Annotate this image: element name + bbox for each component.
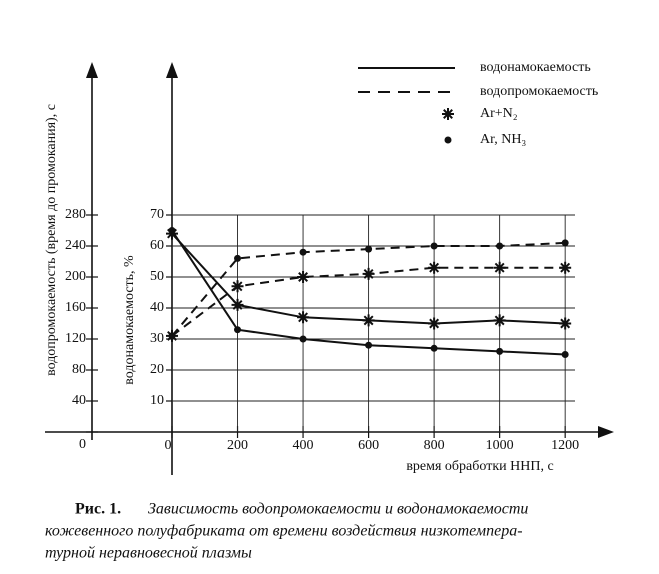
data-point: [231, 298, 244, 311]
data-point: [297, 311, 310, 324]
y-tick-label: 30: [150, 331, 164, 346]
data-point: [561, 351, 569, 358]
y-axis-arrow: [166, 62, 178, 78]
y2-tick-label: 80: [72, 362, 86, 377]
data-point: [493, 314, 506, 327]
x-tick-label: 1000: [486, 438, 514, 453]
data-point: [559, 261, 572, 274]
data-point: [234, 326, 242, 334]
y2-tick-label: 160: [65, 300, 86, 315]
legend-label: водопромокаемость: [480, 84, 598, 99]
data-point: [428, 317, 441, 330]
y-tick-label: 40: [150, 300, 164, 315]
data-point: [496, 242, 504, 250]
data-point: [231, 280, 244, 293]
caption-line: турной неравновесной плазмы: [45, 545, 252, 562]
data-point: [299, 248, 307, 256]
y-tick-label: 50: [150, 269, 164, 284]
data-point: [234, 254, 242, 262]
y-tick-label: 60: [150, 238, 164, 253]
legend-label: водонамокаемость: [480, 60, 591, 75]
y2-tick-label: 280: [65, 207, 86, 222]
x-tick-label: 1200: [551, 438, 579, 453]
caption: Рис. 1. Зависимость водопромокаемости и …: [45, 501, 528, 562]
data-point: [168, 227, 176, 234]
x-axis-label: время обработки ННП, с: [406, 459, 553, 474]
legend-marker: [444, 136, 452, 144]
y2-tick-label: 240: [65, 238, 86, 253]
y2-tick-label: 120: [65, 331, 86, 346]
legend-label: Ar, NH₃: [480, 132, 526, 147]
data-point: [493, 261, 506, 274]
data-point: [168, 332, 176, 340]
caption-line: кожевенного полуфабриката от времени воз…: [45, 523, 523, 540]
data-point: [428, 261, 441, 274]
y-tick-label: 10: [150, 393, 164, 408]
data-point: [559, 317, 572, 330]
x-tick-label: 200: [227, 438, 248, 453]
y-tick-label: 20: [150, 362, 164, 377]
data-point: [430, 242, 438, 250]
y2-axis-arrow: [86, 62, 98, 78]
y-axis-label: водонамокаемость, %: [122, 255, 137, 385]
x-tick-label: 0: [165, 438, 172, 453]
data-point: [362, 267, 375, 280]
caption-label: Рис. 1.: [75, 501, 121, 518]
data-point: [299, 335, 307, 343]
data-point: [430, 344, 438, 352]
data-point: [362, 314, 375, 327]
x-tick-label: 400: [293, 438, 314, 453]
caption-line: Зависимость водопромокаемости и водонамо…: [148, 501, 528, 518]
data-point: [365, 341, 373, 349]
data-point: [365, 245, 373, 253]
x-tick-label: 800: [424, 438, 445, 453]
y2-tick-label: 200: [65, 269, 86, 284]
x-axis-arrow: [598, 426, 614, 438]
data-point: [561, 239, 569, 247]
y2-tick-label: 40: [72, 393, 86, 408]
y2-axis-label: водопромокаемость (время до промокания),…: [44, 104, 59, 376]
y2-tick-label: 0: [79, 437, 86, 452]
x-tick-label: 600: [358, 438, 379, 453]
y-tick-label: 70: [150, 207, 164, 222]
legend-marker: [442, 108, 454, 120]
legend-label: Ar+N₂: [480, 106, 518, 121]
data-point: [496, 347, 504, 355]
data-point: [297, 271, 310, 283]
